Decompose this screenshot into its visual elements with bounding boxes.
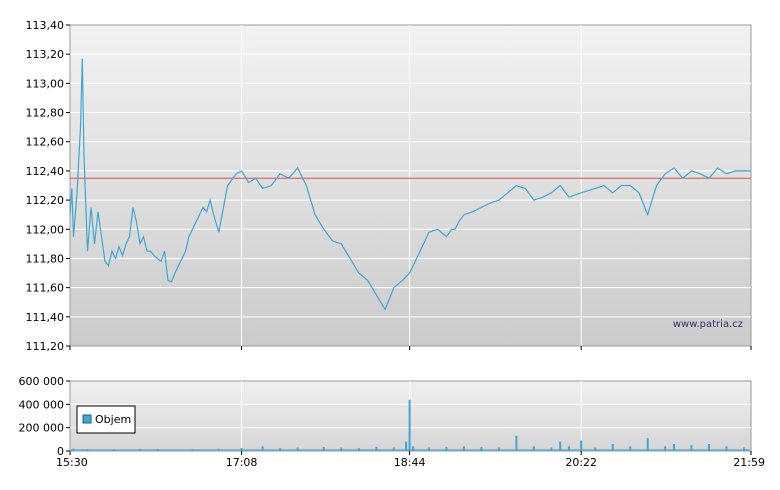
price-grid (70, 25, 751, 346)
price-y-tick-label: 113,20 (26, 48, 65, 61)
price-panel: 111,20 111,40 111,60 111,80 112,00 112,20 112,… (26, 19, 752, 353)
volume-bar (480, 446, 483, 451)
volume-bar (708, 444, 710, 451)
price-y-tick-label: 113,00 (26, 77, 65, 90)
price-y-tick-label: 111,40 (26, 311, 65, 324)
price-series-line (69, 58, 751, 311)
volume-y-tick-label: 400 000 (19, 398, 65, 411)
volume-bar (405, 441, 408, 451)
price-y-tick-label: 112,40 (26, 165, 65, 178)
volume-bar (673, 444, 675, 451)
legend: Objem (76, 405, 136, 434)
price-x-ticks (69, 346, 752, 350)
legend-label: Objem (95, 413, 131, 426)
price-y-tick-label: 111,80 (26, 252, 65, 265)
price-y-axis: 111,20 111,40 111,60 111,80 112,00 112,20 112,… (26, 19, 70, 353)
x-tick-label: 20:22 (565, 456, 597, 469)
volume-bar (611, 444, 614, 451)
volume-bar (462, 446, 465, 451)
price-y-tick-label: 111,60 (26, 282, 65, 295)
price-y-tick-label: 112,20 (26, 194, 65, 207)
volume-bar (559, 441, 562, 451)
volume-bars (71, 399, 750, 452)
legend-swatch (82, 414, 92, 424)
volume-y-tick-label: 600 000 (19, 375, 65, 388)
volume-bar (445, 446, 448, 451)
x-tick-label: 18:44 (394, 456, 426, 469)
price-y-tick-label: 112,80 (26, 107, 65, 120)
volume-bar (646, 438, 649, 451)
volume-bar (322, 446, 325, 451)
volume-bar (515, 435, 518, 451)
volume-bar (664, 446, 667, 451)
x-tick-label: 17:08 (226, 456, 258, 469)
volume-bar (412, 446, 415, 451)
price-y-tick-label: 112,00 (26, 223, 65, 236)
x-tick-label: 21:59 (733, 456, 765, 469)
volume-y-tick-label: 200 000 (19, 422, 65, 435)
x-tick-label: 15:30 (56, 456, 88, 469)
volume-bar (725, 446, 728, 451)
volume-bar (408, 399, 411, 451)
volume-bar (375, 446, 378, 451)
volume-bar (629, 446, 632, 451)
price-y-tick-label: 112,60 (26, 136, 65, 149)
volume-bar (690, 445, 693, 451)
volume-y-tick-label: 0 (57, 445, 64, 458)
volume-bar (532, 446, 535, 451)
price-y-tick-label: 113,40 (26, 19, 65, 32)
watermark: www.patria.cz (673, 319, 743, 330)
price-plot-background (69, 24, 752, 347)
volume-x-axis: 15:30 17:08 18:44 20:22 21:59 (56, 451, 765, 469)
volume-bar (580, 440, 583, 451)
volume-baseline (71, 449, 750, 451)
volume-bar (567, 446, 570, 451)
price-y-tick-label: 111,20 (26, 340, 65, 353)
volume-y-axis: 0 200 000 400 000 600 000 (19, 375, 70, 458)
volume-panel: 0 200 000 400 000 600 000 15:30 17:08 18:44 20… (19, 375, 766, 469)
volume-bar (261, 446, 264, 451)
